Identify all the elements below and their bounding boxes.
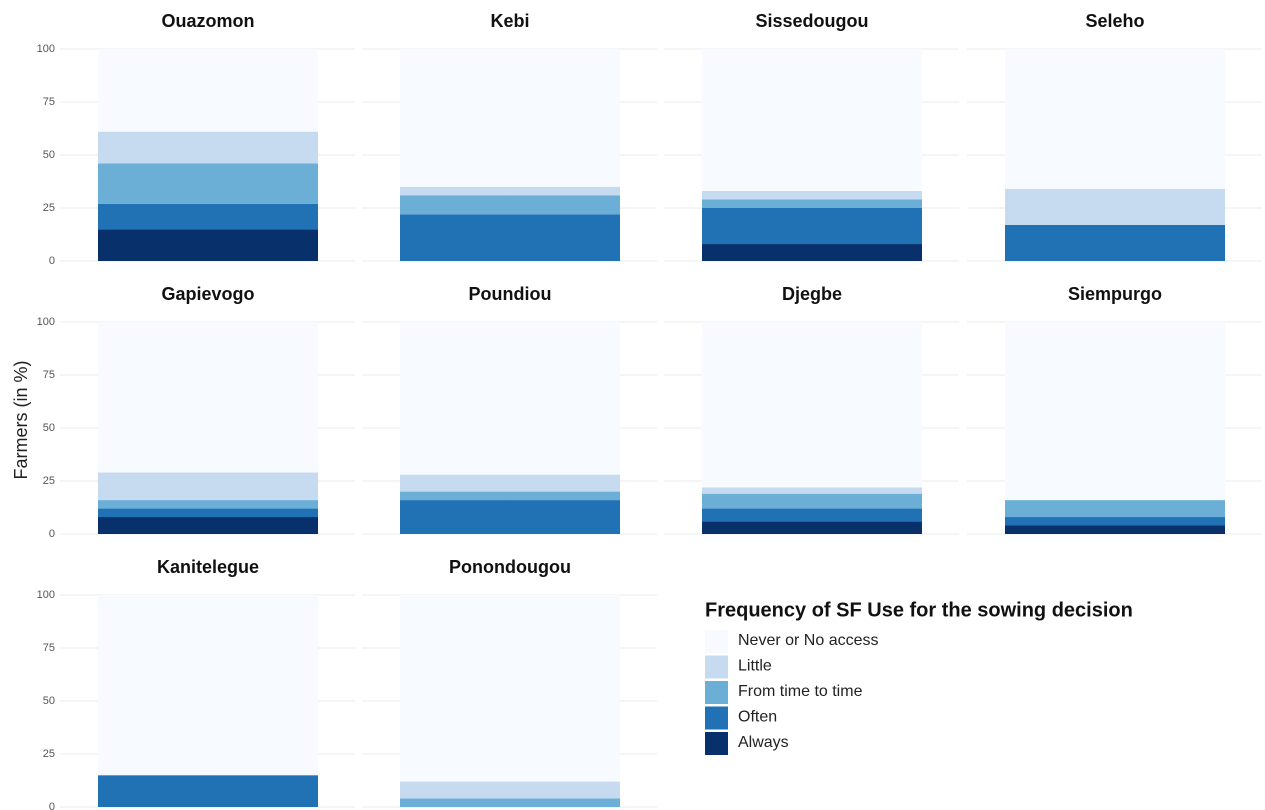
bar-segment (1005, 322, 1225, 501)
legend-label: Often (738, 709, 777, 726)
facet-title: Gapievogo (161, 284, 254, 304)
bar-segment (98, 595, 318, 776)
bar-segment (1005, 224, 1225, 261)
facet-title: Ponondougou (449, 557, 571, 577)
legend-label: Always (738, 734, 789, 751)
facet-title: Poundiou (469, 284, 552, 304)
y-tick-label: 100 (37, 43, 55, 55)
y-tick-label: 50 (43, 149, 55, 161)
bar-segment (1005, 188, 1225, 225)
y-tick-label: 0 (49, 801, 55, 810)
legend-label: From time to time (738, 683, 863, 700)
y-tick-label: 75 (43, 369, 55, 381)
facet-title: Seleho (1085, 11, 1144, 31)
y-tick-label: 50 (43, 695, 55, 707)
legend-label: Never or No access (738, 632, 879, 649)
bar-segment (702, 521, 922, 534)
bar-segment (400, 214, 620, 261)
bar-segment (1005, 525, 1225, 534)
bar-segment (98, 775, 318, 807)
y-axis-label: Farmers (in %) (11, 360, 31, 479)
facet-title: Kanitelegue (157, 557, 259, 577)
bar-segment (400, 195, 620, 215)
bar-segment (1005, 517, 1225, 526)
bar-segment (98, 517, 318, 534)
bar-segment (702, 487, 922, 494)
bar-segment (400, 595, 620, 782)
bar-segment (400, 781, 620, 799)
legend-swatch (705, 630, 728, 653)
y-tick-label: 50 (43, 422, 55, 434)
y-tick-label: 25 (43, 202, 55, 214)
bar-segment (400, 186, 620, 196)
facet-title: Kebi (490, 11, 529, 31)
y-tick-label: 0 (49, 528, 55, 540)
bar-segment (400, 798, 620, 807)
bar-segment (400, 500, 620, 534)
bar-segment (1005, 49, 1225, 189)
bar-segment (702, 322, 922, 488)
bar-segment (98, 508, 318, 518)
y-tick-label: 25 (43, 748, 55, 760)
bar-segment (702, 244, 922, 261)
bar-segment (702, 191, 922, 200)
facet-title: Ouazomon (162, 11, 255, 31)
facet-title: Siempurgo (1068, 284, 1162, 304)
facet-title: Sissedougou (755, 11, 868, 31)
bar-segment (400, 322, 620, 475)
y-tick-label: 25 (43, 475, 55, 487)
legend-swatch (705, 706, 728, 730)
bar-segment (400, 49, 620, 187)
bar-segment (400, 491, 620, 501)
bar-segment (98, 203, 318, 230)
bar-segment (98, 322, 318, 473)
bar-segment (702, 508, 922, 522)
bar-segment (400, 474, 620, 492)
bar-segment (98, 500, 318, 509)
legend-label: Little (738, 658, 772, 675)
bar-segment (98, 472, 318, 501)
y-tick-label: 100 (37, 589, 55, 601)
bar-segment (98, 49, 318, 132)
bar-segment (98, 163, 318, 204)
bar-segment (702, 49, 922, 192)
bar-segment (702, 493, 922, 509)
facet-title: Djegbe (782, 284, 842, 304)
bar-segment (702, 199, 922, 208)
y-tick-label: 0 (49, 255, 55, 267)
bar-segment (98, 229, 318, 261)
bar-segment (702, 208, 922, 245)
legend-swatch (705, 732, 728, 755)
legend-swatch (705, 681, 728, 704)
y-tick-label: 75 (43, 642, 55, 654)
bar-segment (1005, 500, 1225, 518)
legend-title: Frequency of SF Use for the sowing decis… (705, 599, 1133, 621)
legend-swatch (705, 655, 728, 679)
bar-segment (98, 131, 318, 164)
y-tick-label: 100 (37, 316, 55, 328)
y-tick-label: 75 (43, 96, 55, 108)
